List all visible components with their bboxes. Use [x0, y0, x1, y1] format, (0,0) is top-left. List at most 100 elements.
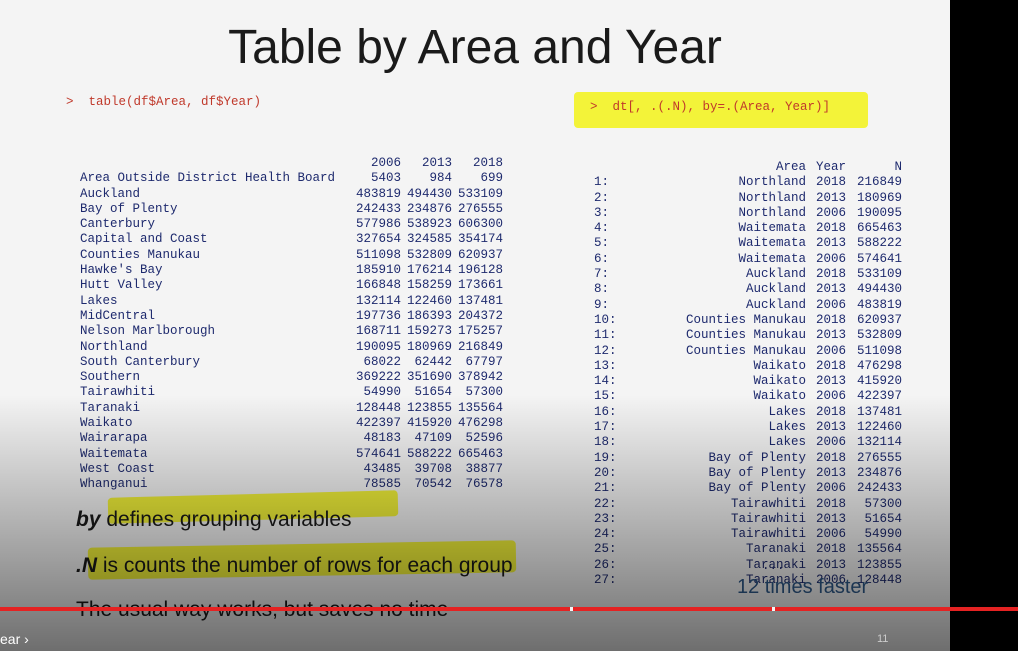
right-table-n: 190095 [856, 205, 902, 220]
right-table-n: 620937 [856, 312, 902, 327]
chapter-title[interactable]: ear › [0, 631, 29, 647]
right-table-n: 511098 [856, 343, 902, 358]
left-table-area: South Canterbury [80, 354, 201, 369]
right-table-n: 137481 [856, 404, 902, 419]
right-table-year: 2018 [815, 358, 846, 373]
left-table-area: Northland [80, 339, 148, 354]
right-table-index: 6: [594, 251, 610, 266]
left-table-count: 324585 [406, 232, 452, 247]
right-table-row: 20: Bay of Plenty 2013 234876 [594, 466, 902, 481]
right-table-n: 665463 [856, 221, 902, 236]
right-table-area: Lakes [768, 435, 806, 450]
chapter-marker [570, 607, 573, 611]
bullet-by-keyword: by [76, 508, 101, 531]
left-table-row: Southern 369222 351690 378942 [80, 370, 503, 385]
left-table-count: 204372 [457, 308, 503, 323]
right-table-row: 3: Northland 2006 190095 [594, 206, 902, 221]
progress-bar[interactable] [0, 607, 1018, 611]
right-table-area: Northland [738, 190, 806, 205]
left-table-count: 43485 [363, 461, 401, 476]
left-table-area: Area Outside District Health Board [80, 171, 336, 186]
left-table-corner [80, 156, 350, 171]
right-table-index: 15: [594, 389, 617, 404]
left-table-count: 984 [429, 171, 452, 186]
right-table-n: 132114 [856, 435, 902, 450]
left-table-count: 351690 [406, 370, 452, 385]
bullet-by: by defines grouping variables [76, 508, 352, 532]
right-table-year: 2018 [815, 221, 846, 236]
right-table-n: 57300 [864, 496, 902, 511]
left-table-area: Capital and Coast [80, 232, 208, 247]
right-table-index: 22: [594, 496, 617, 511]
left-table-area: Nelson Marlborough [80, 324, 216, 339]
left-table-header-row: 2006 2013 2018 [80, 156, 503, 171]
left-table-row: Tairawhiti 54990 51654 57300 [80, 385, 503, 400]
right-table-n: 276555 [856, 450, 902, 465]
right-table-n: 422397 [856, 389, 902, 404]
right-table-area: Waitemata [738, 221, 806, 236]
left-table-count: 532809 [406, 247, 452, 262]
left-table-count: 132114 [355, 293, 401, 308]
left-table-year: 2006 [370, 156, 401, 170]
right-table-year: 2006 [815, 527, 846, 542]
left-table-count: 538923 [406, 217, 452, 232]
right-table-row: 5: Waitemata 2013 588222 [594, 236, 902, 251]
left-table-count: 185910 [355, 263, 401, 278]
right-table-index: 23: [594, 511, 617, 526]
left-table-row: MidCentral 197736 186393 204372 [80, 309, 503, 324]
right-table-index: 11: [594, 328, 617, 343]
right-table-year: 2006 [815, 251, 846, 266]
left-table-row: Lakes 132114 122460 137481 [80, 294, 503, 309]
left-table-area: Whanganui [80, 477, 148, 492]
left-table-row: Canterbury 577986 538923 606300 [80, 217, 503, 232]
right-table-header-row: Area Year N [594, 160, 902, 175]
right-table-area: Tairawhiti [730, 511, 806, 526]
right-table-index: 17: [594, 420, 617, 435]
left-table-row: Nelson Marlborough 168711 159273 175257 [80, 324, 503, 339]
slide-title: Table by Area and Year [228, 21, 722, 74]
right-table-index: 25: [594, 542, 617, 557]
right-table-year: 2006 [815, 205, 846, 220]
right-table-year: 2018 [815, 450, 846, 465]
right-table-area: Waitemata [738, 236, 806, 251]
right-table-row: 19: Bay of Plenty 2018 276555 [594, 451, 902, 466]
left-table-count: 57300 [465, 385, 503, 400]
right-table-index: 9: [594, 297, 610, 312]
left-table-count: 577986 [355, 217, 401, 232]
left-table-year: 2013 [421, 156, 452, 170]
right-table-area: Lakes [768, 420, 806, 435]
left-table-count: 476298 [457, 416, 503, 431]
left-table-year: 2018 [472, 156, 503, 170]
right-table-index: 18: [594, 435, 617, 450]
right-table-header-n: N [894, 160, 902, 174]
left-table-count: 186393 [406, 308, 452, 323]
right-table-index: 14: [594, 374, 617, 389]
left-table-count: 159273 [406, 324, 452, 339]
left-table-count: 176214 [406, 263, 452, 278]
right-table-year: 2013 [815, 511, 846, 526]
left-table-count: 128448 [355, 400, 401, 415]
right-table-area: Taranaki [745, 542, 806, 557]
left-table-area: Southern [80, 370, 141, 385]
right-table-n: 135564 [856, 542, 902, 557]
left-table-count: 511098 [355, 247, 401, 262]
left-table-count: 158259 [406, 278, 452, 293]
left-table-count: 48183 [363, 431, 401, 446]
left-table-count: 354174 [457, 232, 503, 247]
right-table-n: 415920 [856, 374, 902, 389]
right-table-n: 242433 [856, 481, 902, 496]
left-table-count: 52596 [465, 431, 503, 446]
right-table-n: 476298 [856, 358, 902, 373]
left-table-area: Waikato [80, 416, 133, 431]
right-table-year: 2006 [815, 343, 846, 358]
right-table-row: 23: Tairawhiti 2013 51654 [594, 512, 902, 527]
right-table-year: 2013 [815, 420, 846, 435]
bullet-n: .N is counts the number of rows for each… [76, 554, 513, 578]
right-table-index: 2: [594, 190, 610, 205]
chevron-right-icon: › [24, 631, 29, 647]
slide-page-number: 11 [877, 633, 889, 645]
left-table-area: Taranaki [80, 400, 141, 415]
right-table-index: 3: [594, 205, 610, 220]
right-table-n: 54990 [864, 527, 902, 542]
left-table-area: Wairarapa [80, 431, 148, 446]
